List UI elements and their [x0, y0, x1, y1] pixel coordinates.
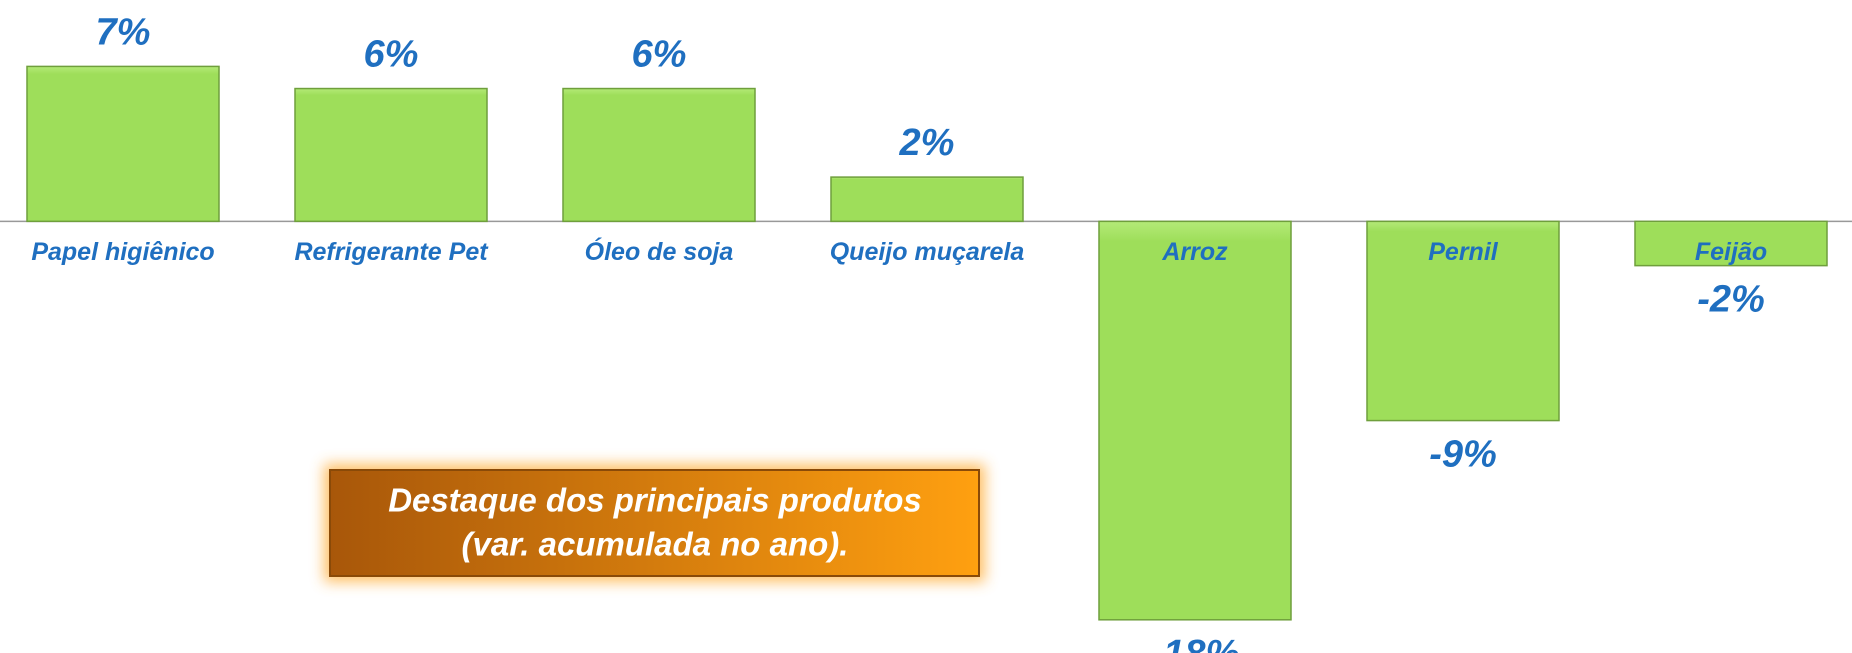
x-tick-label: Arroz: [1161, 238, 1228, 266]
x-tick-label: Refrigerante Pet: [294, 238, 489, 266]
data-label: 6%: [632, 34, 687, 76]
data-label: -18%: [1151, 633, 1240, 653]
bar: [1634, 220, 1828, 267]
data-label: 6%: [364, 34, 419, 76]
data-label: 7%: [96, 11, 151, 53]
bar: [26, 65, 220, 223]
bar: [1366, 220, 1560, 422]
x-tick-label: Pernil: [1428, 238, 1499, 266]
bar: [830, 176, 1024, 223]
data-label: -9%: [1429, 434, 1497, 476]
annotation-box: [329, 469, 980, 577]
x-tick-label: Queijo muçarela: [830, 238, 1025, 266]
annotation-text: (var. acumulada no ano).: [462, 526, 849, 563]
bar: [294, 87, 488, 223]
x-tick-label: Óleo de soja: [585, 237, 734, 266]
x-tick-label: Feijão: [1695, 238, 1767, 266]
data-label: 2%: [899, 122, 955, 164]
bar: [562, 87, 756, 223]
data-label: -2%: [1697, 279, 1765, 321]
bar: [1098, 220, 1292, 621]
x-tick-label: Papel higiênico: [31, 238, 214, 266]
annotation-text: Destaque dos principais produtos: [388, 482, 922, 519]
